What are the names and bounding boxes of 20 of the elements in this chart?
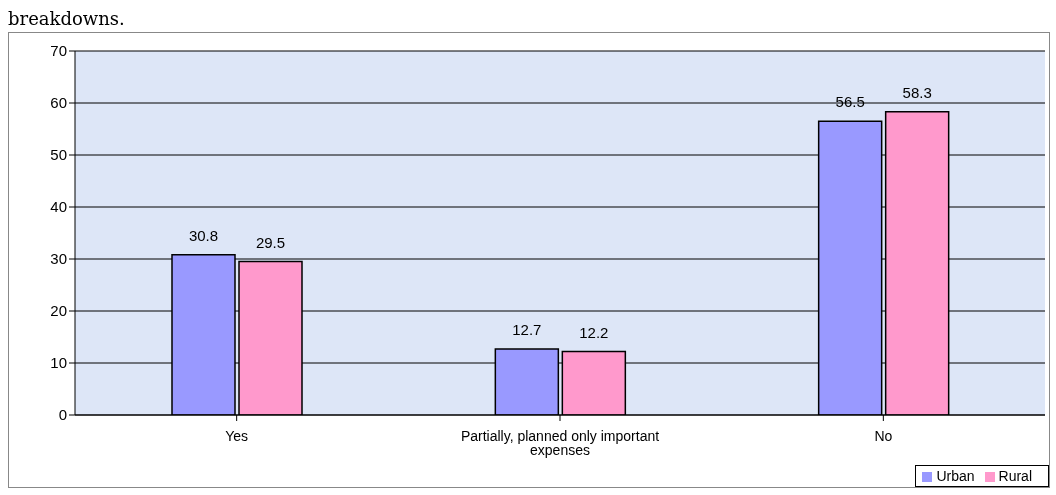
y-tick-label: 50: [50, 146, 67, 164]
text: breakdowns.: [8, 8, 125, 29]
data-label: 30.8: [188, 226, 219, 244]
y-tick-label: 20: [50, 302, 67, 320]
y-tick-label: 0: [58, 406, 67, 424]
legend-label: Urban: [936, 468, 975, 484]
y-tick-label: 10: [50, 354, 67, 372]
y-tick-label: 40: [50, 198, 67, 216]
y-tick-label: 60: [50, 94, 67, 112]
legend-label: Rural: [998, 468, 1032, 484]
data-label: 58.3: [902, 83, 932, 101]
data-label: 12.7: [512, 320, 542, 338]
x-tick-label: No: [874, 427, 893, 444]
data-label: 12.2: [579, 323, 609, 341]
y-tick-label: 70: [50, 42, 67, 60]
y-tick-label: 30: [50, 250, 67, 268]
x-tick-label: Partially, planned only important expenses: [460, 427, 660, 458]
x-tick-label: Yes: [225, 427, 249, 444]
data-label: 29.5: [255, 233, 286, 251]
data-label: 56.5: [835, 93, 865, 111]
